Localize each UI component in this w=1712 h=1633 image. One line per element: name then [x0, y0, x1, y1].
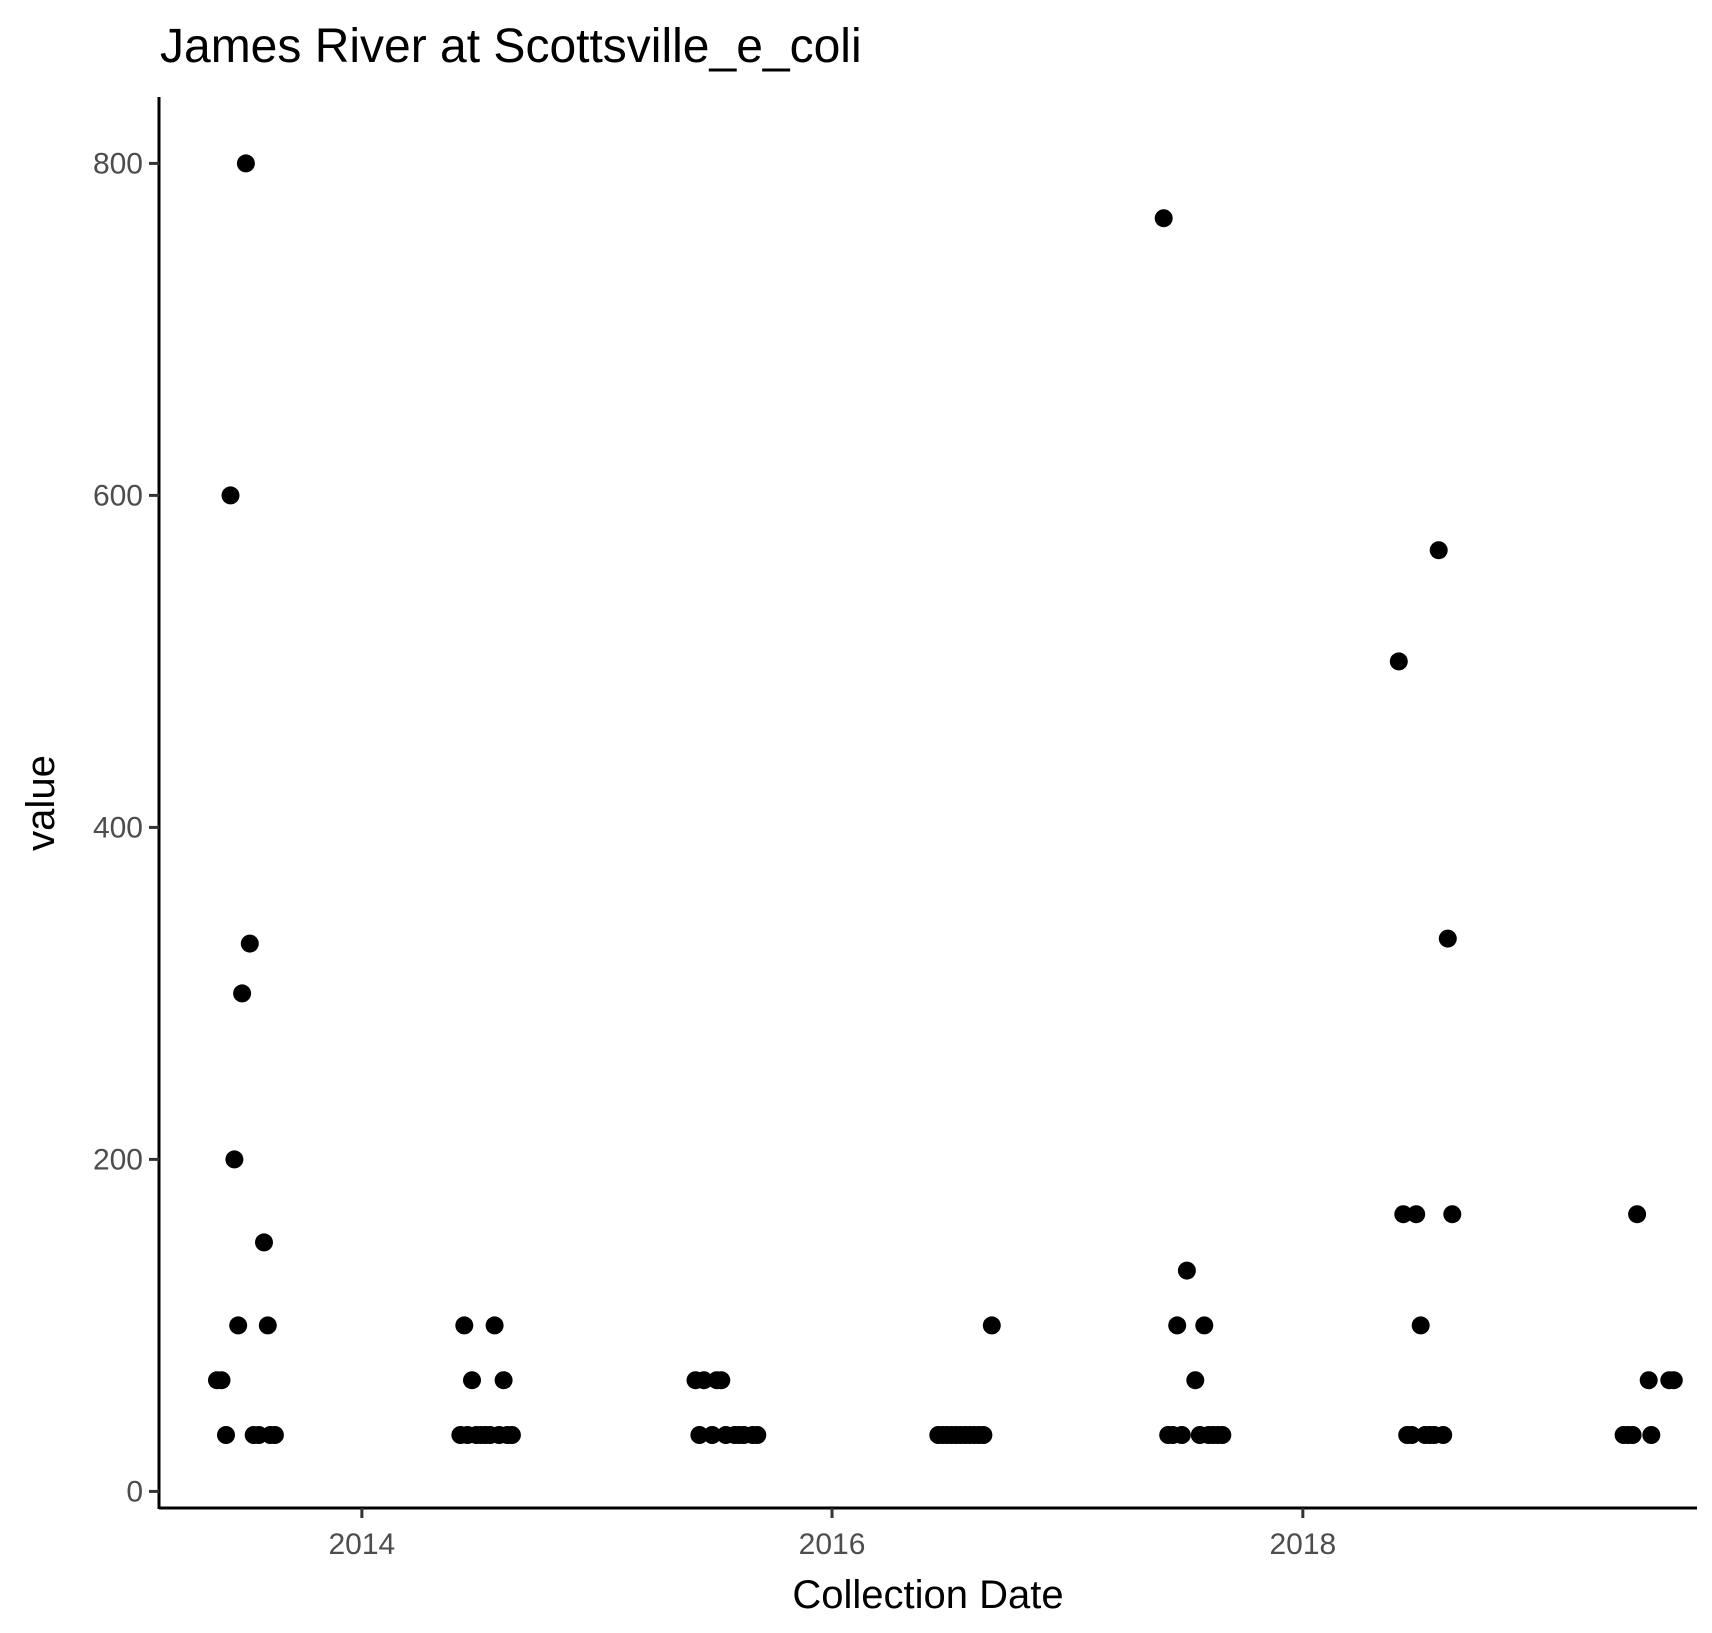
data-point [229, 1316, 248, 1335]
data-point [1623, 1426, 1642, 1444]
data-points [208, 154, 1683, 1444]
data-point [1177, 1261, 1196, 1280]
data-point [694, 1371, 713, 1390]
data-point [748, 1426, 767, 1444]
data-point [217, 1426, 235, 1444]
data-point [1429, 541, 1448, 560]
x-axis-title: Collection Date [792, 1573, 1063, 1617]
data-point [1213, 1426, 1232, 1444]
y-tick-label: 200 [93, 1143, 143, 1176]
data-point [258, 1316, 277, 1335]
y-axis-ticks: 0 200 400 600 800 [93, 147, 159, 1508]
y-tick-label: 600 [93, 479, 143, 512]
x-tick-label: 2018 [1269, 1528, 1336, 1561]
data-point [255, 1233, 273, 1252]
data-point [1434, 1426, 1453, 1444]
data-point [485, 1316, 504, 1335]
data-point [225, 1150, 244, 1169]
data-point [1443, 1205, 1462, 1224]
data-point [1394, 1205, 1413, 1224]
x-axis-ticks: 2014 2016 2018 [329, 1508, 1336, 1561]
data-point [1438, 929, 1457, 948]
y-tick-label: 400 [93, 811, 143, 844]
data-point [212, 1371, 231, 1390]
data-point [712, 1371, 731, 1390]
data-point [703, 1426, 722, 1444]
data-point [1642, 1426, 1661, 1444]
data-point [1389, 652, 1408, 671]
y-axis-title: value [19, 755, 63, 851]
data-point [265, 1426, 284, 1444]
data-point [463, 1371, 481, 1390]
x-tick-label: 2016 [799, 1528, 866, 1561]
x-tick-label: 2014 [329, 1528, 396, 1561]
data-point [982, 1316, 1001, 1335]
data-point [1407, 1205, 1426, 1224]
data-point [502, 1426, 521, 1444]
data-point [1664, 1371, 1683, 1390]
data-point [1402, 1426, 1421, 1444]
data-point [1172, 1426, 1191, 1444]
y-tick-label: 800 [93, 147, 143, 180]
data-point [690, 1426, 709, 1444]
data-point [494, 1371, 513, 1390]
data-point [455, 1316, 474, 1335]
data-point [1628, 1205, 1647, 1224]
data-point [236, 154, 255, 173]
data-point [974, 1426, 993, 1444]
data-point [240, 934, 259, 953]
data-point [221, 486, 240, 505]
chart-title: James River at Scottsville_e_coli [160, 20, 862, 73]
data-point [1411, 1316, 1430, 1335]
data-point [233, 984, 252, 1003]
data-point [1195, 1316, 1214, 1335]
data-point [1186, 1371, 1205, 1390]
data-point [1639, 1371, 1658, 1390]
data-point [1154, 209, 1173, 228]
y-tick-label: 0 [126, 1475, 143, 1508]
data-point [1168, 1316, 1187, 1335]
